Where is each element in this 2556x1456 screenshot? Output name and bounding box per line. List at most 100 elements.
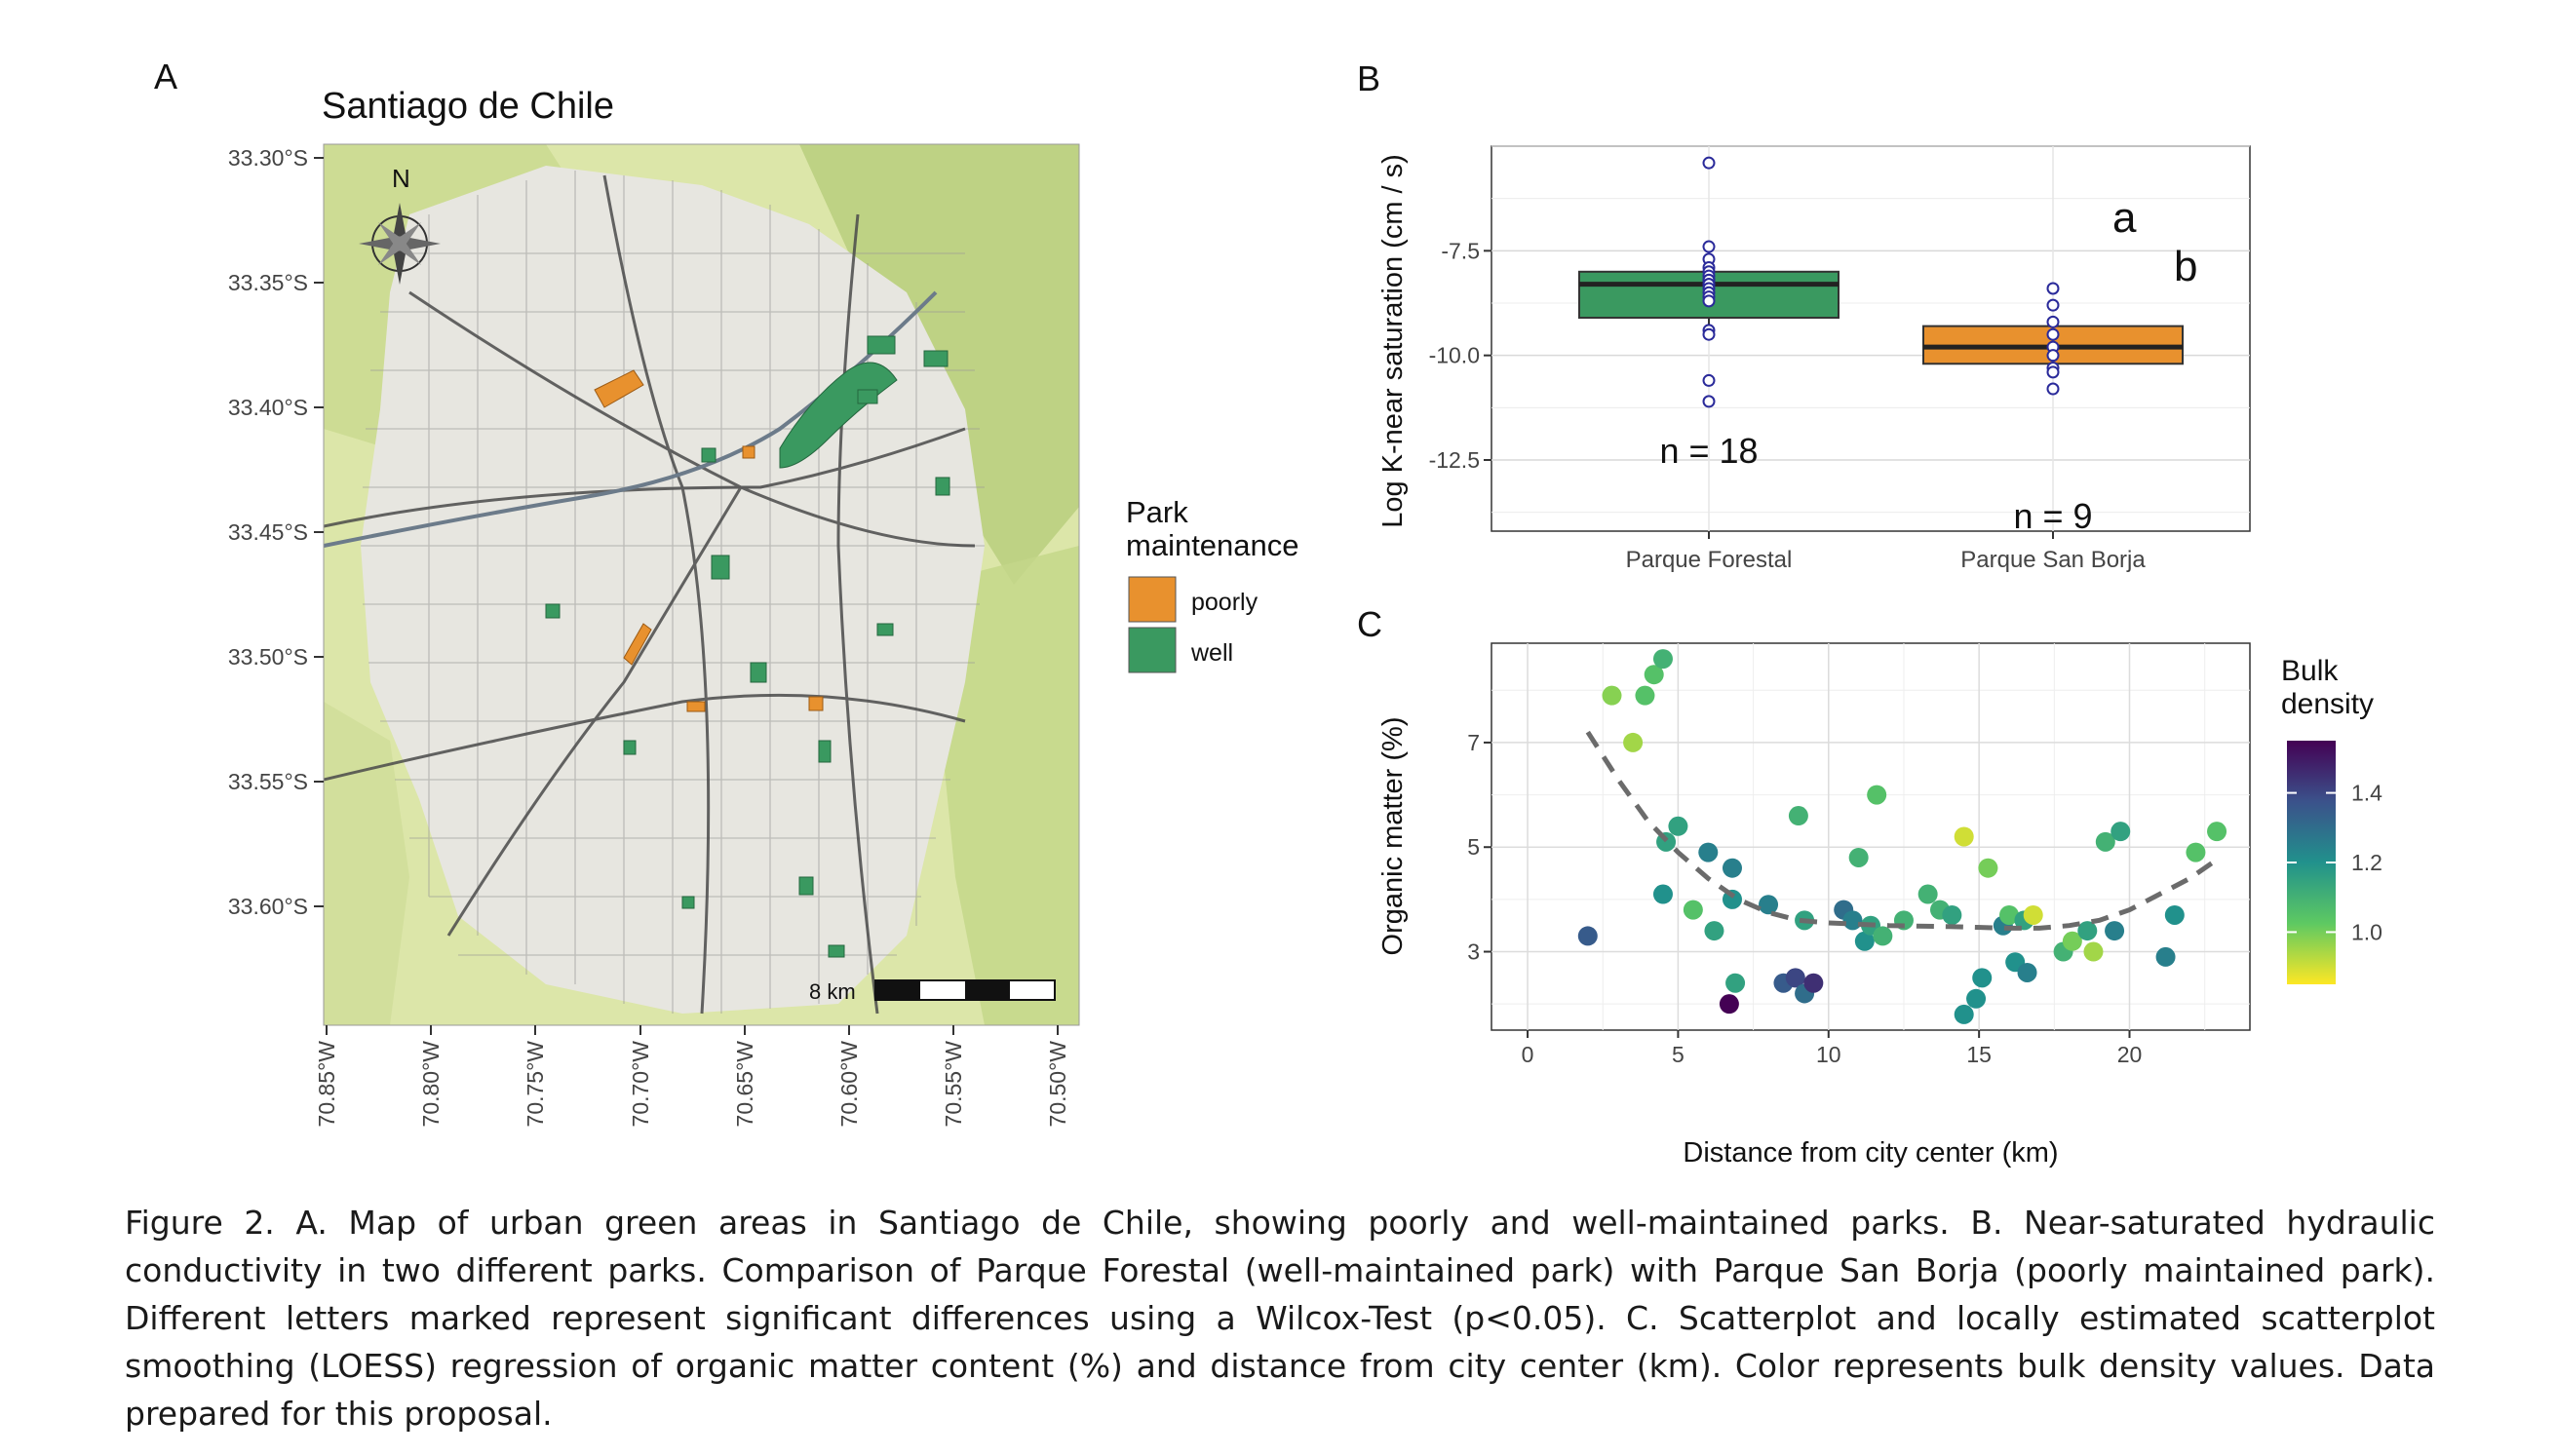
scatter-point [1722, 858, 1742, 878]
street-grid [361, 171, 985, 1014]
lat-tick-label: 33.30°S [228, 145, 308, 171]
panel-c-letter: C [1357, 604, 1382, 644]
boxplot-y-tick: -12.5 [1429, 447, 1480, 473]
scatter-point [1978, 858, 1998, 878]
scatter-point [2186, 842, 2206, 862]
scatter-point [2164, 904, 2185, 925]
lon-tick-label: 70.60°W [836, 1041, 862, 1128]
scatter-point [2083, 941, 2104, 962]
scatter-point [2155, 946, 2176, 967]
legend-title-line2: maintenance [1126, 528, 1299, 562]
scatter-point [1785, 968, 1805, 988]
scatter-point [2207, 822, 2227, 842]
scatter-point [1917, 884, 1938, 904]
data-point [2046, 298, 2060, 312]
scatter-point [1644, 665, 1664, 685]
scatter-point [1788, 806, 1808, 826]
scatter-point [2105, 921, 2125, 941]
legend-title-line1: Park [1126, 495, 1188, 529]
group-letter-a: a [2112, 194, 2137, 242]
lon-tick-label: 70.75°W [523, 1041, 548, 1128]
loess-line [1585, 730, 2222, 931]
lon-axis: 70.85°W 70.80°W 70.75°W 70.70°W 70.65°W … [314, 1025, 1070, 1127]
scatter-y-tick: 5 [1467, 834, 1480, 860]
scatter-chart: 7 5 3 0 5 10 15 20 Organic matter (%) Di… [1377, 642, 2382, 1169]
lon-tick-label: 70.85°W [314, 1041, 339, 1128]
boxplot-y-axis: -7.5 -10.0 -12.5 [1429, 238, 1480, 473]
scatter-point [1867, 785, 1887, 805]
colorbar-tick-label: 1.0 [2351, 919, 2382, 944]
scatter-point [1577, 926, 1598, 946]
data-point [1702, 373, 1716, 387]
data-point [1702, 395, 1716, 408]
boxplot-x-axis: Parque Forestal Parque San Borja [1626, 547, 2147, 573]
legend-swatch-poorly [1128, 576, 1177, 623]
scatter-x-tick: 15 [1966, 1042, 1992, 1067]
n-label-san-borja: n = 9 [2013, 496, 2092, 536]
scatter-point [1942, 904, 1962, 925]
data-point [1702, 294, 1716, 308]
scatter-point [1698, 842, 1719, 862]
scatter-point [1803, 973, 1824, 993]
scatter-grid [1484, 643, 2250, 1038]
legend-label-well: well [1190, 639, 1233, 667]
scatter-point [1759, 895, 1779, 915]
legend-swatch-well [1128, 627, 1177, 673]
scale-label: 8 km [809, 979, 856, 1004]
colorbar-labels: 1.4 1.2 1.0 [2351, 781, 2382, 945]
boxplot-y-label: Log K-near saturation (cm / s) [1377, 154, 1409, 528]
scatter-point [1842, 910, 1863, 931]
scatter-x-tick: 20 [2117, 1042, 2143, 1067]
scatter-point [1652, 884, 1673, 904]
lat-tick-label: 33.35°S [228, 270, 308, 295]
scatter-point [1668, 816, 1688, 836]
map-title: Santiago de Chile [322, 86, 614, 127]
boxplot-y-tick: -10.0 [1429, 343, 1480, 368]
colorbar-title-line1: Bulk [2281, 655, 2339, 687]
boxplot-marks [1578, 156, 2184, 408]
scatter-point [1873, 926, 1893, 946]
scatter-point [1972, 968, 1993, 988]
scatter-point [1954, 1004, 1974, 1024]
scatter-point [2095, 831, 2115, 852]
scatter-point [1854, 931, 1875, 951]
data-point [2046, 327, 2060, 341]
scatter-point [1635, 685, 1655, 706]
lat-axis: 33.30°S 33.35°S 33.40°S 33.45°S 33.50°S … [228, 145, 324, 919]
data-point [1702, 240, 1716, 253]
scatter-point [1683, 900, 1703, 920]
scatter-point [1725, 973, 1746, 993]
scatter-x-tick: 0 [1522, 1042, 1534, 1067]
lat-tick-label: 33.60°S [228, 894, 308, 919]
scatter-x-axis: 0 5 10 15 20 [1522, 1042, 2143, 1067]
map-area: N 8 km [324, 144, 1079, 1025]
parks-poorly [594, 369, 824, 712]
scatter-point [2023, 904, 2043, 925]
scatter-point [1966, 988, 1987, 1009]
scatter-point [1623, 732, 1644, 752]
lat-tick-label: 33.40°S [228, 395, 308, 420]
scatter-point [1602, 685, 1622, 706]
colorbar-title-line2: density [2281, 688, 2374, 720]
lon-tick-label: 70.55°W [941, 1041, 966, 1128]
terrain-south-west [324, 702, 409, 1025]
scatter-point [1704, 921, 1724, 941]
scatter-x-label: Distance from city center (km) [1683, 1137, 2058, 1169]
data-point [2046, 349, 2060, 363]
parks-well [545, 335, 950, 958]
panel-a-letter: A [154, 57, 178, 96]
scatter-point [2062, 931, 2082, 951]
data-point [1702, 156, 1716, 170]
scatter-y-tick: 3 [1467, 939, 1480, 965]
colorbar-tick-label: 1.2 [2351, 850, 2382, 875]
scatter-point [1954, 826, 1974, 847]
scatter-y-tick: 7 [1467, 730, 1480, 755]
scatter-x-tick: 5 [1672, 1042, 1685, 1067]
lon-tick-label: 70.70°W [628, 1041, 653, 1128]
scatter-marks [1577, 649, 2227, 1024]
lon-tick-label: 70.80°W [418, 1041, 444, 1128]
legend-label-poorly: poorly [1191, 589, 1259, 616]
scatter-point [2077, 921, 2098, 941]
map-legend: Park maintenance poorly well [1126, 495, 1299, 673]
lat-tick-label: 33.45°S [228, 519, 308, 545]
